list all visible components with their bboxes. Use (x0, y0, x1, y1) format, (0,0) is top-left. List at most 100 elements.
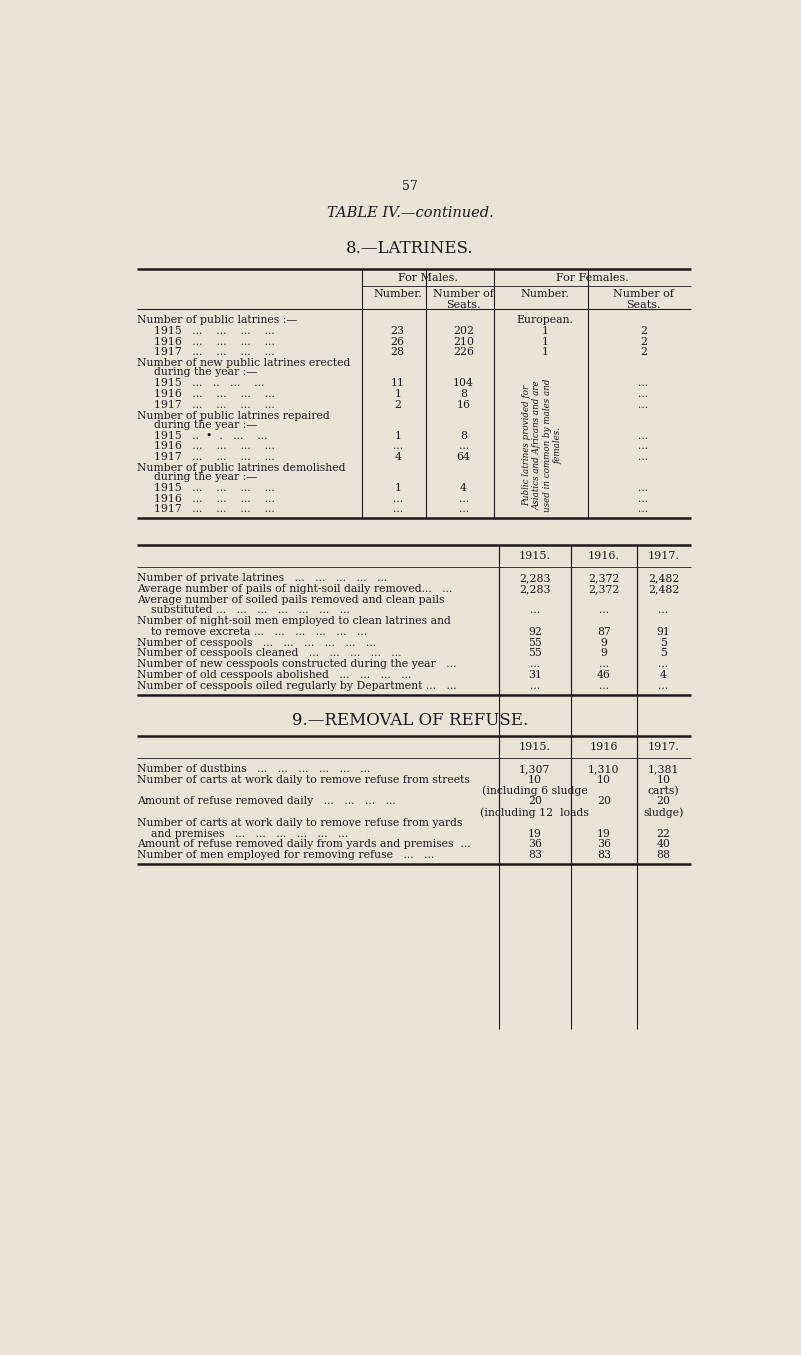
Text: Number of
Seats.: Number of Seats. (433, 289, 494, 310)
Text: 88: 88 (657, 850, 670, 860)
Text: Number of men employed for removing refuse   ...   ...: Number of men employed for removing refu… (137, 850, 435, 860)
Text: ...: ... (638, 378, 649, 388)
Text: Number of carts at work daily to remove refuse from streets: Number of carts at work daily to remove … (137, 775, 470, 785)
Text: Number of night-soil men employed to clean latrines and: Number of night-soil men employed to cle… (137, 617, 451, 626)
Text: Number of cesspools cleaned   ...   ...   ...   ...   ...: Number of cesspools cleaned ... ... ... … (137, 649, 402, 659)
Text: 22: 22 (657, 829, 670, 839)
Text: ...: ... (638, 442, 649, 451)
Text: (including 12  loads: (including 12 loads (481, 808, 590, 817)
Text: 19: 19 (528, 829, 541, 839)
Text: 2,482: 2,482 (648, 584, 679, 593)
Text: during the year :—: during the year :— (155, 367, 258, 378)
Text: 16: 16 (457, 400, 471, 409)
Text: ...: ... (658, 606, 669, 615)
Text: and premises   ...   ...   ...   ...   ...   ...: and premises ... ... ... ... ... ... (137, 829, 348, 839)
Text: 1: 1 (541, 336, 549, 347)
Text: 2,372: 2,372 (588, 573, 619, 583)
Text: 1916   ...    ...    ...    ...: 1916 ... ... ... ... (155, 389, 276, 398)
Text: ...: ... (529, 680, 540, 691)
Text: 1917   ...    ...    ...    ...: 1917 ... ... ... ... (155, 453, 275, 462)
Text: Number of dustbins   ...   ...   ...   ...   ...   ...: Number of dustbins ... ... ... ... ... .… (137, 764, 371, 774)
Text: TABLE IV.—continued.: TABLE IV.—continued. (327, 206, 493, 221)
Text: 2,372: 2,372 (588, 584, 619, 593)
Text: For Males.: For Males. (398, 274, 458, 283)
Text: ...: ... (458, 442, 469, 451)
Text: 1: 1 (394, 389, 401, 398)
Text: 1: 1 (541, 347, 549, 358)
Text: ...: ... (392, 493, 403, 504)
Text: ...: ... (638, 493, 649, 504)
Text: 2: 2 (640, 336, 647, 347)
Text: 2: 2 (394, 400, 401, 409)
Text: ...: ... (638, 453, 649, 462)
Text: 4: 4 (660, 669, 667, 680)
Text: Number of public latrines demolished: Number of public latrines demolished (137, 463, 346, 473)
Text: Average number of soiled pails removed and clean pails: Average number of soiled pails removed a… (137, 595, 445, 604)
Text: 20: 20 (657, 797, 670, 806)
Text: ...: ... (392, 442, 403, 451)
Text: Number of carts at work daily to remove refuse from yards: Number of carts at work daily to remove … (137, 818, 463, 828)
Text: 64: 64 (457, 453, 470, 462)
Text: 1,310: 1,310 (588, 764, 620, 774)
Text: 2,283: 2,283 (519, 584, 550, 593)
Text: 55: 55 (528, 638, 541, 648)
Text: substituted ...   ...   ...   ...   ...   ...   ...: substituted ... ... ... ... ... ... ... (137, 606, 350, 615)
Text: ...: ... (638, 482, 649, 493)
Text: 1917   ...    ...    ...    ...: 1917 ... ... ... ... (155, 504, 275, 515)
Text: 210: 210 (453, 336, 474, 347)
Text: 57: 57 (402, 180, 418, 192)
Text: 1: 1 (541, 325, 549, 336)
Text: 1,381: 1,381 (648, 764, 679, 774)
Text: 9: 9 (601, 649, 607, 659)
Text: 4: 4 (460, 482, 467, 493)
Text: ...: ... (638, 431, 649, 440)
Text: 1,307: 1,307 (519, 764, 550, 774)
Text: 36: 36 (528, 840, 542, 850)
Text: ...: ... (658, 680, 669, 691)
Text: to remove excreta ...   ...   ...   ...   ...   ...: to remove excreta ... ... ... ... ... ..… (137, 627, 368, 637)
Text: Number of old cesspools abolished   ...   ...   ...   ...: Number of old cesspools abolished ... ..… (137, 669, 412, 680)
Text: during the year :—: during the year :— (155, 472, 258, 482)
Text: (including 6 sludge: (including 6 sludge (482, 786, 588, 797)
Text: sludge): sludge) (643, 808, 684, 817)
Text: ...: ... (392, 504, 403, 515)
Text: ...: ... (658, 660, 669, 669)
Text: 1: 1 (394, 431, 401, 440)
Text: 1915.: 1915. (519, 551, 551, 561)
Text: 36: 36 (597, 840, 611, 850)
Text: 1915   ..  •  .   ...    ...: 1915 .. • . ... ... (155, 431, 268, 440)
Text: Number of private latrines   ...   ...   ...   ...   ...: Number of private latrines ... ... ... .… (137, 573, 388, 583)
Text: 87: 87 (597, 627, 611, 637)
Text: 40: 40 (657, 840, 670, 850)
Text: 2,283: 2,283 (519, 573, 550, 583)
Text: carts): carts) (648, 786, 679, 795)
Text: 11: 11 (391, 378, 405, 388)
Text: Number of public latrines :—: Number of public latrines :— (137, 316, 298, 325)
Text: ...: ... (458, 493, 469, 504)
Text: 10: 10 (528, 775, 542, 785)
Text: Number of cesspools   ...   ...   ...   ...   ...   ...: Number of cesspools ... ... ... ... ... … (137, 638, 376, 648)
Text: ...: ... (458, 504, 469, 515)
Text: 1915   ...   ..   ...    ...: 1915 ... .. ... ... (155, 378, 265, 388)
Text: ...: ... (599, 680, 609, 691)
Text: 26: 26 (391, 336, 405, 347)
Text: Public latrines provided for
Asiatics and Africans and are
used in common by mal: Public latrines provided for Asiatics an… (522, 378, 563, 512)
Text: 23: 23 (391, 325, 405, 336)
Text: 10: 10 (597, 775, 611, 785)
Text: 226: 226 (453, 347, 474, 358)
Text: 1915   ...    ...    ...    ...: 1915 ... ... ... ... (155, 482, 275, 493)
Text: 8.—LATRINES.: 8.—LATRINES. (346, 240, 474, 256)
Text: 2: 2 (640, 325, 647, 336)
Text: 91: 91 (657, 627, 670, 637)
Text: during the year :—: during the year :— (155, 420, 258, 430)
Text: European.: European. (517, 316, 574, 325)
Text: 92: 92 (528, 627, 541, 637)
Text: 1: 1 (394, 482, 401, 493)
Text: ...: ... (638, 389, 649, 398)
Text: 1916   ...    ...    ...    ...: 1916 ... ... ... ... (155, 336, 276, 347)
Text: 1917.: 1917. (648, 743, 679, 752)
Text: Number of new cesspools constructed during the year   ...: Number of new cesspools constructed duri… (137, 660, 457, 669)
Text: ...: ... (529, 606, 540, 615)
Text: 1915.: 1915. (519, 743, 551, 752)
Text: Number of public latrines repaired: Number of public latrines repaired (137, 411, 330, 420)
